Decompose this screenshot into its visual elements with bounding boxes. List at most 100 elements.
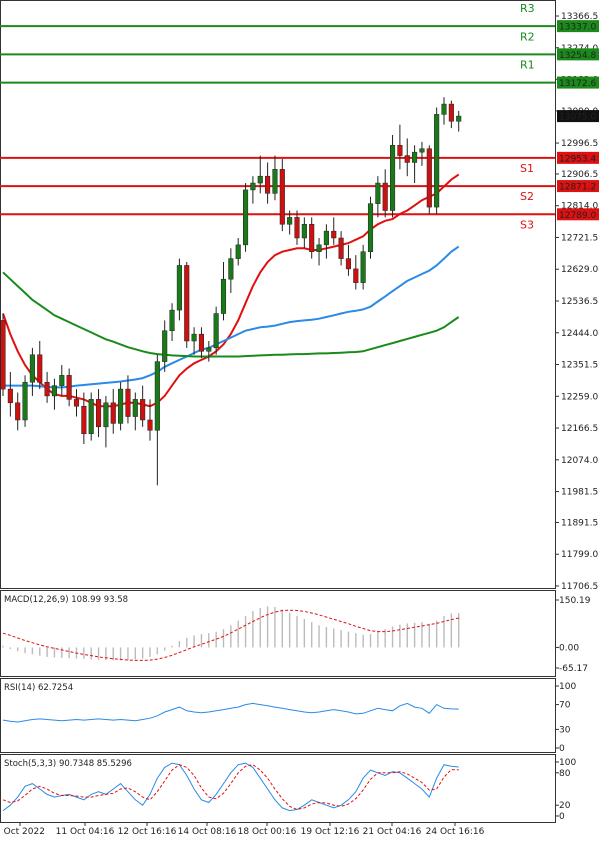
stoch-tick-label: 100: [559, 758, 576, 768]
level-value-label: 12789.0: [559, 211, 596, 221]
candle-body: [88, 399, 94, 434]
level-label-s2: S2: [520, 190, 534, 203]
candle-body: [235, 244, 241, 259]
candle-body: [419, 148, 425, 153]
pane-frame-3: [0, 754, 556, 823]
price-tick-label: 11799.0: [561, 550, 598, 560]
candle-body: [206, 347, 212, 352]
macd-signal-line: [2, 609, 459, 661]
level-label-r3: R3: [520, 2, 535, 15]
candle-body: [66, 375, 72, 400]
price-tick-label: 12259.0: [561, 392, 598, 402]
level-value-label: 12953.4: [559, 154, 596, 164]
candle-body: [176, 265, 182, 311]
candle-body: [103, 402, 109, 428]
level-value-box: [557, 151, 599, 164]
candle-body: [412, 151, 418, 163]
stoch-tick-label: 80: [559, 769, 571, 779]
candle-body: [73, 399, 80, 407]
candle-body: [15, 402, 21, 421]
level-value-label: 13254.8: [559, 51, 596, 61]
macd-tick-label: 0.00: [559, 643, 579, 653]
moving-average-line-1: [2, 173, 460, 408]
time-tick-label: 11 Oct 04:16: [56, 827, 115, 837]
price-tick-label: 12444.0: [561, 329, 598, 339]
macd-tick-label: -65.17: [559, 664, 588, 674]
candle-body: [404, 155, 410, 163]
price-tick-label: 13366.5: [561, 12, 598, 22]
candle-body: [22, 381, 28, 421]
price-tick-label: 12351.5: [561, 361, 598, 371]
level-label-r2: R2: [520, 30, 535, 43]
candle-body: [7, 388, 13, 404]
price-tick-label: 11981.5: [561, 488, 598, 498]
candle-body: [382, 182, 388, 211]
candle-body: [37, 354, 43, 383]
candle-body: [331, 230, 337, 239]
candle-body: [29, 354, 35, 383]
candle-body: [338, 237, 344, 259]
candle-body: [441, 103, 447, 115]
candle-body: [213, 313, 219, 349]
rsi-tick-label: 30: [559, 725, 571, 735]
candle-body: [198, 333, 204, 352]
time-tick-label: 18 Oct 00:16: [238, 827, 297, 837]
candle-body: [390, 145, 396, 211]
price-tick-label: 12074.0: [561, 456, 598, 466]
candle-body: [81, 405, 87, 434]
candle-body: [375, 182, 381, 204]
stoch-k-line: [2, 762, 459, 812]
current-price-label: 13075.0: [559, 113, 596, 123]
price-tick-label: 12996.5: [561, 139, 598, 149]
moving-average-line-2: [3, 245, 460, 389]
candle-body: [301, 224, 307, 239]
candle-body: [353, 268, 359, 283]
level-label-r1: R1: [520, 59, 535, 72]
time-tick-label: 7 Oct 2022: [0, 827, 45, 837]
price-tick-label: 11706.5: [561, 582, 598, 592]
candle-body: [243, 189, 249, 246]
time-tick-label: 24 Oct 16:16: [426, 827, 485, 837]
level-value-label: 12871.2: [559, 183, 596, 193]
price-tick-label: 12721.5: [561, 233, 598, 243]
level-label-s1: S1: [520, 162, 534, 175]
level-value-label: 13337.0: [559, 23, 596, 33]
macd-tick-label: 150.19: [559, 596, 591, 606]
candle-body: [228, 258, 234, 280]
candle-body: [316, 244, 322, 252]
candle-body: [426, 148, 432, 208]
stoch-title: Stoch(5,3,3) 90.7348 85.5296: [4, 759, 132, 769]
candle-body: [456, 115, 462, 122]
candle-body: [279, 169, 285, 225]
rsi-title: RSI(14) 62.7254: [4, 683, 73, 693]
candle-body: [118, 388, 124, 424]
candle-body: [287, 217, 293, 225]
level-value-box: [557, 48, 599, 61]
candle-body: [147, 419, 153, 431]
candle-body: [162, 330, 168, 362]
level-value-box: [557, 208, 599, 221]
candle-body: [272, 169, 278, 194]
candle-body: [367, 203, 374, 252]
candle-body: [323, 230, 329, 246]
time-tick-label: 21 Oct 04:16: [363, 827, 422, 837]
candle-body: [132, 399, 138, 417]
candle-body: [448, 103, 454, 122]
candle-body: [434, 114, 440, 208]
level-value-box: [557, 20, 599, 33]
candle-body: [220, 278, 227, 314]
candle-body: [154, 361, 160, 431]
candle-body: [345, 258, 351, 270]
candle-body: [51, 385, 58, 397]
current-price-box: [557, 110, 599, 123]
price-tick-label: 12906.5: [561, 170, 598, 180]
candle-body: [191, 333, 197, 342]
time-tick-label: 19 Oct 12:16: [301, 827, 360, 837]
candle-body: [265, 175, 271, 194]
moving-average-line-3: [2, 271, 460, 358]
candle-body: [0, 320, 6, 390]
candle-body: [360, 251, 366, 283]
rsi-tick-label: 100: [559, 682, 576, 692]
